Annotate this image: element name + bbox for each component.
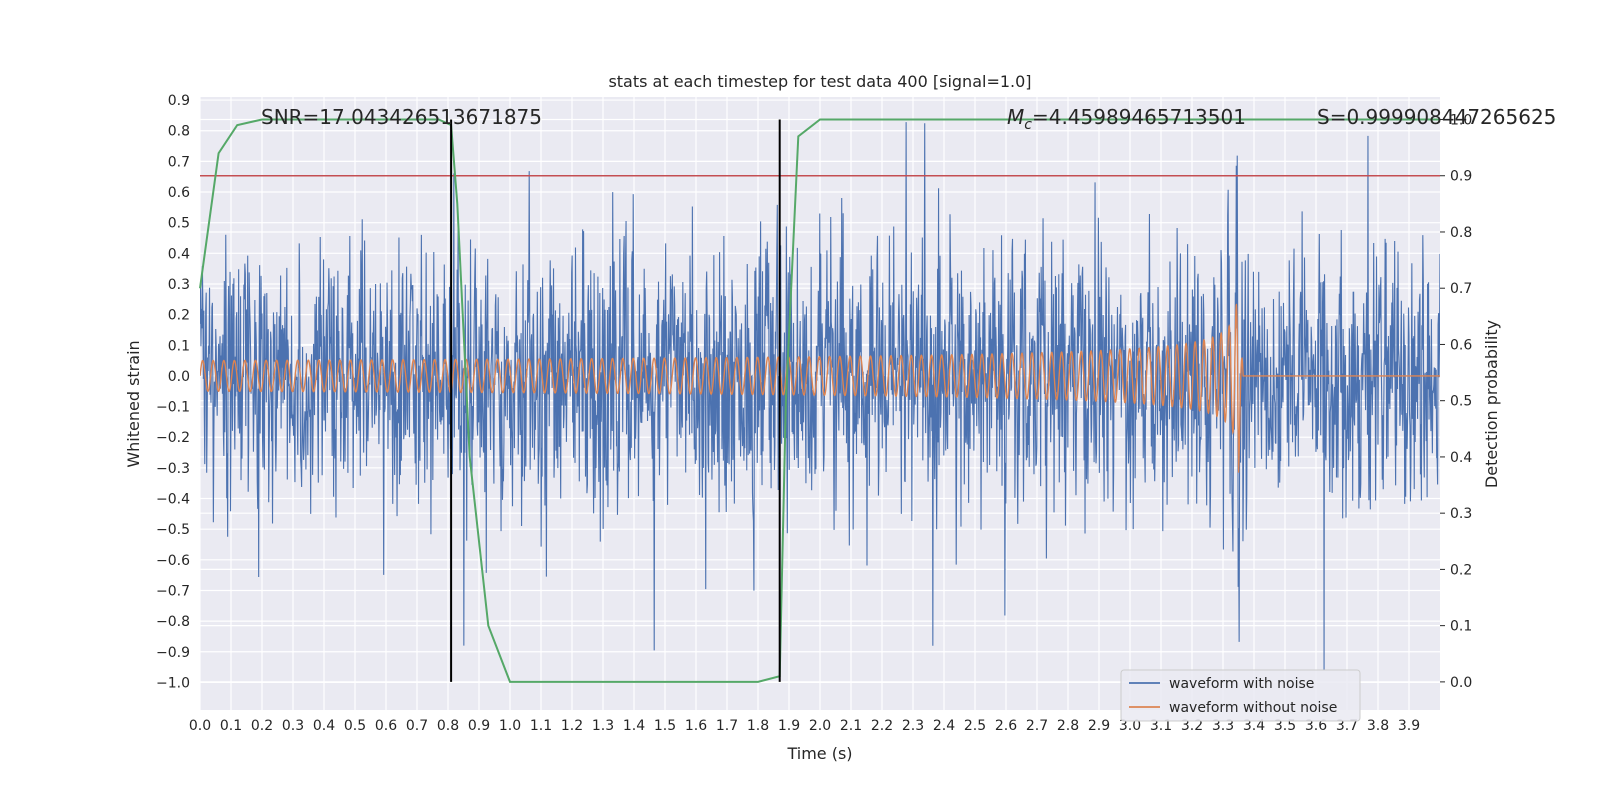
y-tick-label: −0.1 <box>156 400 190 416</box>
axes: 0.0 0.1 0.2 0.3 0.4 0.5 0.6 0.7 0.8 0.9 1.0 1.1 1.2 1… <box>156 93 1472 734</box>
y2-tick-label: 0.3 <box>1450 506 1472 522</box>
x-tick-label: 3.0 <box>1119 718 1141 734</box>
x-tick-label: 0.7 <box>406 718 428 734</box>
chirp-mass-symbol: M <box>1007 105 1024 129</box>
y2-tick-label: 0.2 <box>1450 562 1472 578</box>
x-tick-label: 0.0 <box>189 718 211 734</box>
y-tick-label: 0.8 <box>168 124 190 140</box>
x-tick-label: 2.4 <box>933 718 955 734</box>
overlay <box>199 118 1440 683</box>
x-tick-label: 1.9 <box>778 718 800 734</box>
x-tick-label: 2.2 <box>871 718 893 734</box>
y-tick-label: 0.7 <box>168 154 190 170</box>
x-tick-label: 3.1 <box>1150 718 1172 734</box>
y2-tick-label: 0.8 <box>1450 225 1472 241</box>
x-tick-label: 2.6 <box>995 718 1017 734</box>
chart-title: stats at each timestep for test data 400… <box>608 72 1031 91</box>
y-tick-label: 0.5 <box>168 216 190 232</box>
y-tick-label: −0.8 <box>156 614 190 630</box>
y-tick-label: −0.2 <box>156 430 190 446</box>
y-tick-label: 0.6 <box>168 185 190 201</box>
x-tick-label: 1.2 <box>561 718 583 734</box>
x-tick-label: 1.8 <box>747 718 769 734</box>
x-tick-label: 3.4 <box>1243 718 1265 734</box>
legend-box <box>1120 669 1361 722</box>
x-tick-label: 0.4 <box>313 718 335 734</box>
legend-label-clean: waveform without noise <box>1169 700 1337 716</box>
x-tick-label: 2.3 <box>902 718 924 734</box>
x-tick-label: 1.0 <box>499 718 521 734</box>
x-tick-label: 2.9 <box>1088 718 1110 734</box>
x-tick-label: 3.9 <box>1398 718 1420 734</box>
y-tick-label: −0.5 <box>156 522 190 538</box>
snr-annotation: SNR=17.043426513671875 <box>261 105 542 129</box>
y-tick-label: 0.0 <box>168 369 190 385</box>
x-tick-label: 0.2 <box>251 718 273 734</box>
x-tick-label: 2.1 <box>840 718 862 734</box>
x-tick-label: 0.5 <box>344 718 366 734</box>
x-tick-label: 2.8 <box>1057 718 1079 734</box>
y2-tick-label: 0.1 <box>1450 619 1472 635</box>
y-tick-label: −0.7 <box>156 583 190 599</box>
y2-tick-label: 1.0 <box>1450 112 1472 128</box>
plot-area <box>200 122 1440 671</box>
x-tick-label: 0.3 <box>282 718 304 734</box>
series-waveform-with-noise <box>200 122 1440 671</box>
legend-label-noise: waveform with noise <box>1169 676 1314 692</box>
x-tick-label: 1.7 <box>716 718 738 734</box>
y-axis-label: Whitened strain <box>124 340 143 467</box>
y-tick-label: −0.4 <box>156 492 190 508</box>
series-waveform-without-noise <box>200 303 1440 473</box>
x-tick-label: 2.0 <box>809 718 831 734</box>
x-tick-label: 3.5 <box>1274 718 1296 734</box>
y2-tick-label: 0.7 <box>1450 281 1472 297</box>
x-tick-label: 3.6 <box>1305 718 1327 734</box>
x-tick-label: 0.1 <box>220 718 242 734</box>
x-tick-label: 3.7 <box>1336 718 1358 734</box>
y2-tick-label: 0.9 <box>1450 169 1472 185</box>
chirp-mass-annotation: Mc=4.45989465713501 <box>1007 105 1246 133</box>
chirp-mass-subscript: c <box>1024 117 1032 133</box>
y-tick-label: 0.9 <box>168 93 190 109</box>
x-tick-label: 0.9 <box>468 718 490 734</box>
x-tick-label: 2.7 <box>1026 718 1048 734</box>
y-tick-label: −0.9 <box>156 645 190 661</box>
s-annotation: S=0.999908447265625 <box>1317 105 1556 129</box>
y2-tick-label: 0.4 <box>1450 450 1472 466</box>
x-tick-label: 2.5 <box>964 718 986 734</box>
x-tick-label: 3.3 <box>1212 718 1234 734</box>
y-tick-label: 0.1 <box>168 338 190 354</box>
legend: waveform with noise waveform without noi… <box>1120 669 1361 722</box>
y-tick-label: −0.6 <box>156 553 190 569</box>
y-tick-label: 0.3 <box>168 277 190 293</box>
y2-tick-label: 0.0 <box>1450 675 1472 691</box>
y-tick-label: 0.2 <box>168 308 190 324</box>
y-tick-label: 0.4 <box>168 246 190 262</box>
y2-tick-label: 0.6 <box>1450 337 1472 353</box>
detection-probability-line <box>199 118 1440 683</box>
x-tick-label: 3.8 <box>1367 718 1389 734</box>
x-tick-label: 3.2 <box>1181 718 1203 734</box>
x-tick-label: 1.1 <box>530 718 552 734</box>
x-tick-label: 1.3 <box>592 718 614 734</box>
x-tick-label: 0.8 <box>437 718 459 734</box>
chirp-mass-value: =4.45989465713501 <box>1032 105 1246 129</box>
y-tick-label: −0.3 <box>156 461 190 477</box>
y2-axis-label: Detection probability <box>1482 320 1501 488</box>
x-tick-label: 1.5 <box>654 718 676 734</box>
x-tick-label: 0.6 <box>375 718 397 734</box>
y-tick-label: −1.0 <box>156 675 190 691</box>
x-axis-label: Time (s) <box>786 744 852 763</box>
y2-tick-label: 0.5 <box>1450 394 1472 410</box>
x-tick-label: 1.4 <box>623 718 645 734</box>
x-tick-label: 1.6 <box>685 718 707 734</box>
